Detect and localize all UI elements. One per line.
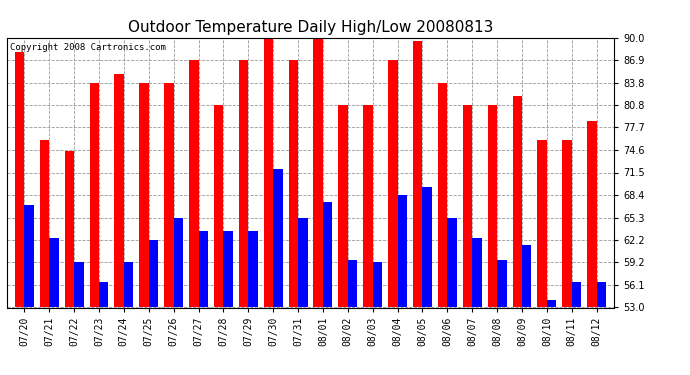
Bar bbox=[214, 105, 224, 308]
Bar bbox=[65, 151, 74, 308]
Bar bbox=[124, 262, 133, 308]
Bar bbox=[538, 140, 547, 308]
Bar bbox=[323, 202, 333, 308]
Bar bbox=[264, 38, 273, 308]
Bar bbox=[273, 169, 283, 308]
Bar bbox=[547, 300, 556, 307]
Bar bbox=[298, 218, 308, 308]
Bar bbox=[422, 187, 432, 308]
Bar bbox=[348, 260, 357, 308]
Bar bbox=[438, 83, 447, 308]
Text: Copyright 2008 Cartronics.com: Copyright 2008 Cartronics.com bbox=[10, 43, 166, 52]
Bar bbox=[522, 246, 531, 308]
Bar bbox=[397, 195, 407, 308]
Bar bbox=[288, 60, 298, 308]
Bar bbox=[388, 60, 397, 308]
Bar bbox=[447, 218, 457, 308]
Bar bbox=[463, 105, 472, 308]
Bar bbox=[597, 282, 606, 308]
Bar bbox=[24, 206, 34, 308]
Bar bbox=[199, 231, 208, 308]
Bar bbox=[164, 83, 174, 308]
Bar bbox=[99, 282, 108, 308]
Bar bbox=[373, 262, 382, 308]
Bar bbox=[472, 238, 482, 308]
Bar bbox=[572, 282, 581, 308]
Bar bbox=[497, 260, 506, 308]
Bar bbox=[139, 83, 149, 308]
Bar bbox=[40, 140, 49, 308]
Bar bbox=[174, 218, 183, 308]
Bar bbox=[239, 60, 248, 308]
Bar bbox=[224, 231, 233, 308]
Bar bbox=[15, 52, 24, 308]
Bar bbox=[115, 74, 124, 308]
Bar bbox=[338, 105, 348, 308]
Bar bbox=[90, 83, 99, 308]
Bar bbox=[562, 140, 572, 308]
Bar bbox=[488, 105, 497, 308]
Bar bbox=[363, 105, 373, 308]
Bar bbox=[413, 41, 422, 308]
Bar bbox=[587, 122, 597, 308]
Bar bbox=[74, 262, 83, 308]
Bar bbox=[313, 38, 323, 308]
Bar bbox=[248, 231, 258, 308]
Bar bbox=[513, 96, 522, 308]
Title: Outdoor Temperature Daily High/Low 20080813: Outdoor Temperature Daily High/Low 20080… bbox=[128, 20, 493, 35]
Bar bbox=[49, 238, 59, 308]
Bar bbox=[189, 60, 199, 308]
Bar bbox=[149, 240, 158, 308]
